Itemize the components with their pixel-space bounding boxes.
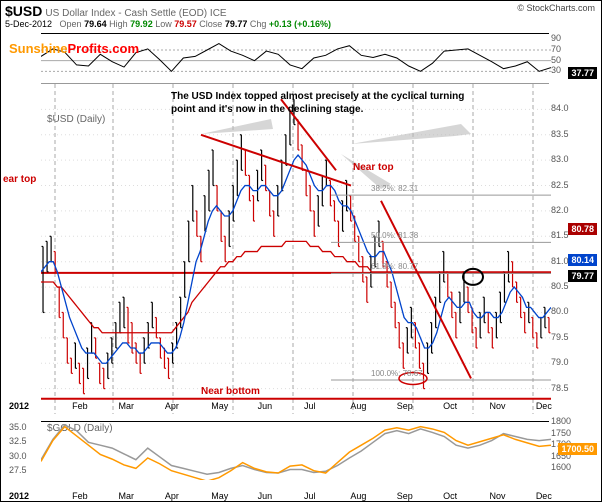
annotation-main-text: The USD Index topped almost precisely at… [171,90,481,116]
xaxis-month: Dec [536,401,552,411]
main-ytick: 83.5 [551,129,597,139]
fib-level: 38.2%: 82.31 [371,184,418,193]
xaxis-month: Nov [489,401,505,411]
close-tag: 79.77 [568,270,597,282]
chart-date: 5-Dec-2012 [5,19,52,29]
xaxis-month: Sep [397,401,413,411]
fib-level: 50.0%: 81.38 [371,231,418,240]
silver-ytick: 27.5 [9,465,27,475]
symbol: $USD [5,3,42,19]
silver-ytick: 30.0 [9,451,27,461]
gold-ytick: 1800 [551,416,597,426]
gold-svg [41,422,551,480]
rsi-ytick: 90 [551,33,597,43]
xaxis-month: Oct [443,491,457,501]
xaxis-month: May [211,491,228,501]
rsi-ytick: 50 [551,55,597,65]
gold-value-tag: 1700.50 [558,443,597,455]
main-price-svg [41,84,551,414]
main-ytick: 78.5 [551,383,597,393]
xaxis-month: Jul [304,491,316,501]
xaxis-month: Dec [536,491,552,501]
main-ytick: 84.0 [551,103,597,113]
xaxis-month: Aug [350,491,366,501]
xaxis-month: May [211,401,228,411]
xaxis-year: 2012 [9,491,29,501]
xaxis-month: Apr [165,491,179,501]
watermark: SunshineProfits.com [9,41,139,56]
xaxis-month: Nov [489,491,505,501]
xaxis-month: Oct [443,401,457,411]
main-ytick: 82.5 [551,180,597,190]
fib-level: 61.8%: 80.77 [371,262,418,271]
chart-title: US Dollar Index - Cash Settle (EOD) ICE [45,8,226,19]
gold-ytick: 1750 [551,428,597,438]
xaxis-month: Feb [72,401,88,411]
main-ytick: 83.0 [551,154,597,164]
near-top-label-2: Near top [353,162,394,173]
main-ytick: 79.5 [551,332,597,342]
near-bottom-label: Near bottom [201,386,260,397]
xaxis-month: Mar [119,401,135,411]
xaxis-month: Mar [119,491,135,501]
xaxis-year: 2012 [9,401,29,411]
blue-ma-tag: 80.14 [568,254,597,266]
main-ytick: 80.5 [551,281,597,291]
ohlc-line: 5-Dec-2012 Open 79.64 High 79.92 Low 79.… [5,19,331,29]
chart-header: $USD US Dollar Index - Cash Settle (EOD)… [5,3,597,19]
gold-ytick: 1600 [551,462,597,472]
xaxis-month: Jun [258,491,273,501]
rsi-ytick: 70 [551,44,597,54]
main-ytick: 80.0 [551,306,597,316]
source-credit: © StockCharts.com [517,3,595,13]
red-ma-tag: 80.78 [568,223,597,235]
near-top-label-1: ear top [3,174,36,185]
xaxis-month: Jun [258,401,273,411]
silver-ytick: 32.5 [9,436,27,446]
xaxis-month: Jul [304,401,316,411]
gold-panel: $GOLD (Daily) [41,421,549,479]
main-price-panel: $USD (Daily) The USD Index topped almost… [41,83,549,413]
xaxis-month: Apr [165,401,179,411]
xaxis-month: Sep [397,491,413,501]
silver-ytick: 35.0 [9,422,27,432]
xaxis-month: Aug [350,401,366,411]
rsi-value-tag: 37.77 [568,67,597,79]
xaxis-month: Feb [72,491,88,501]
fib-level: 100.0%: 78.67 [371,369,423,378]
main-ytick: 79.0 [551,357,597,367]
chart-container: $USD US Dollar Index - Cash Settle (EOD)… [0,0,602,502]
main-ytick: 82.0 [551,205,597,215]
